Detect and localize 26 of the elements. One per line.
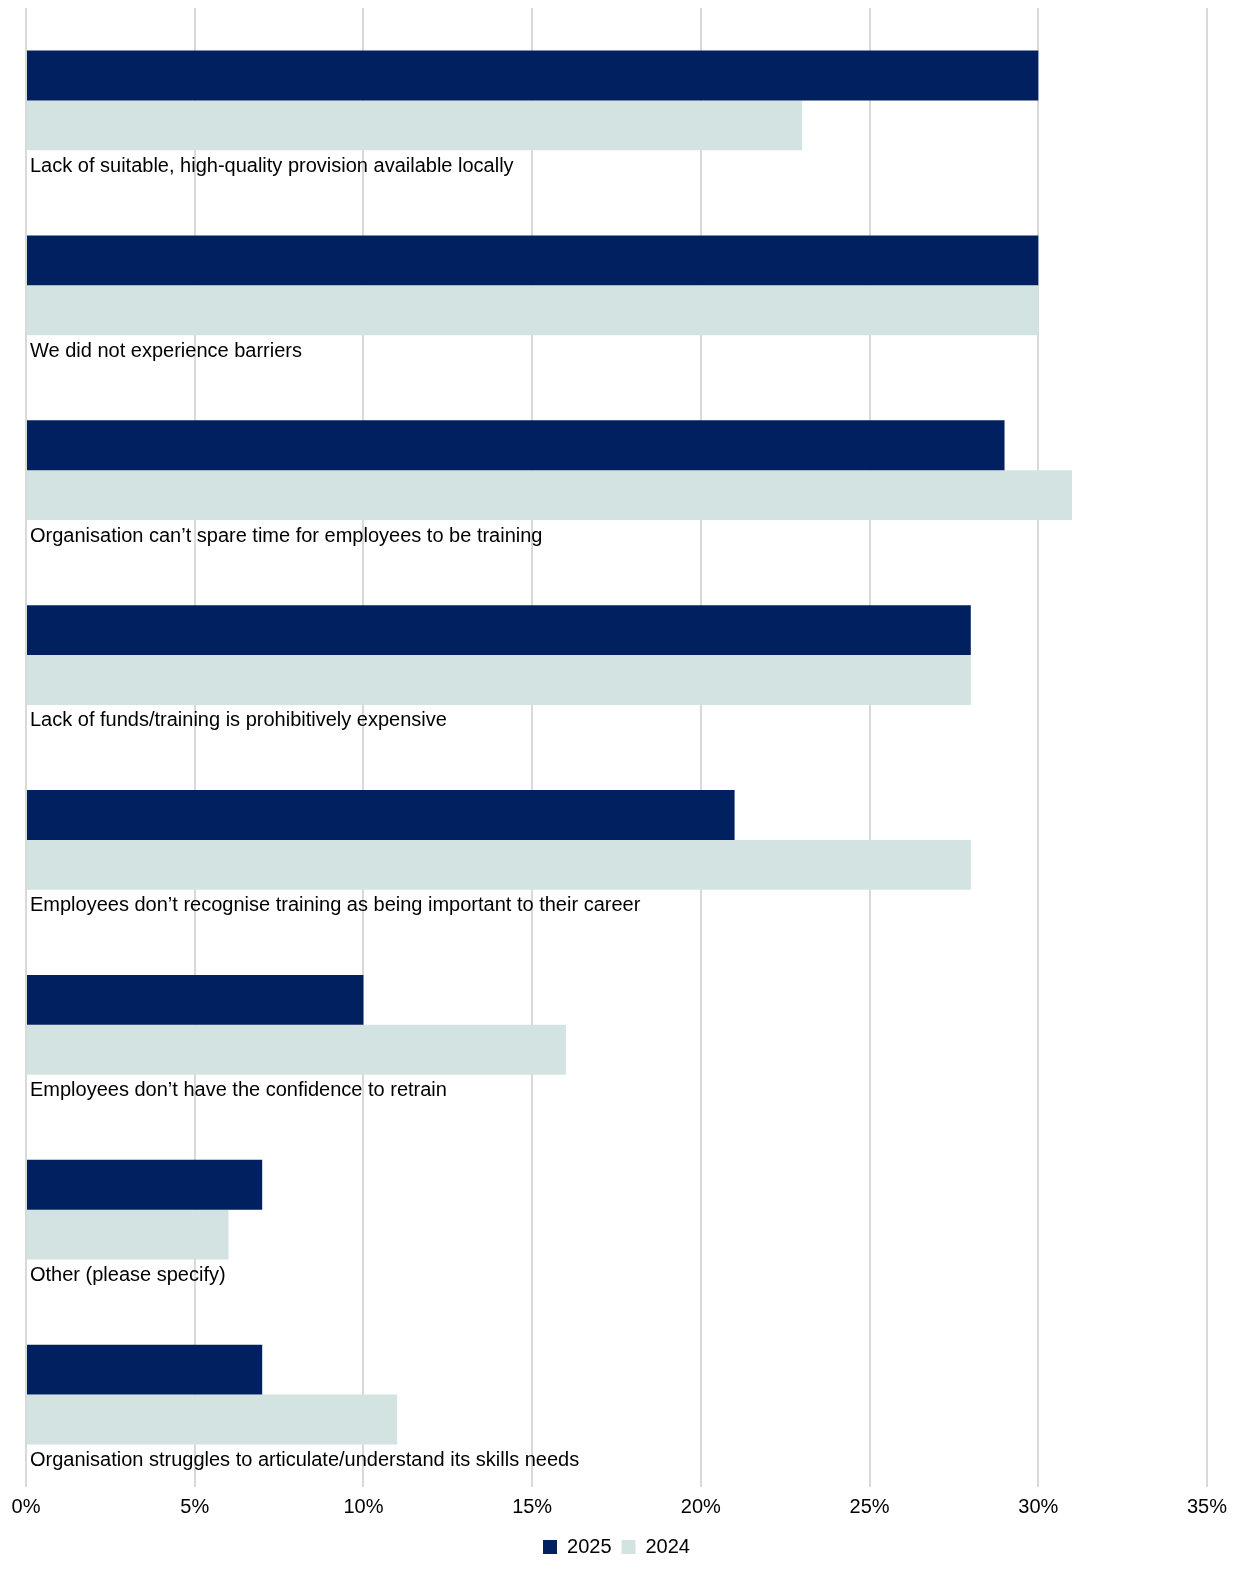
bar [27,790,735,840]
y-tick-label: Organisation struggles to articulate/understand its skills needs [30,1447,580,1470]
bar [27,235,1039,286]
x-tick-label: 25% [849,1494,890,1517]
bar [27,50,1039,101]
x-tick-label: 5% [180,1494,210,1517]
bar [27,420,1005,471]
x-tick-label: 0% [11,1494,41,1517]
bar [27,605,971,656]
y-tick-label: Employees don’t recognise training as being important to their career [30,893,641,916]
bar [27,974,364,1025]
legend-label: 2024 [645,1534,690,1557]
x-tick-label: 35% [1186,1494,1228,1517]
legend-label: 2025 [567,1534,612,1557]
y-tick-label: Other (please specify) [30,1263,226,1286]
x-tick-label: 20% [680,1494,722,1517]
y-tick-label: Organisation can’t spare time for employees to be training [30,523,543,546]
bar [27,1159,263,1210]
y-tick-label: We did not experience barriers [30,338,302,361]
x-tick-label: 30% [1018,1494,1059,1517]
x-tick-label: 15% [512,1494,553,1517]
y-tick-label: Lack of funds/training is prohibitively expensive [30,708,447,731]
y-tick-label: Lack of suitable, high-quality provision available locally [30,153,514,176]
bar [27,1344,263,1395]
y-tick-label: Employees don’t have the confidence to retrain [30,1078,447,1101]
x-tick-label: 10% [343,1494,384,1517]
